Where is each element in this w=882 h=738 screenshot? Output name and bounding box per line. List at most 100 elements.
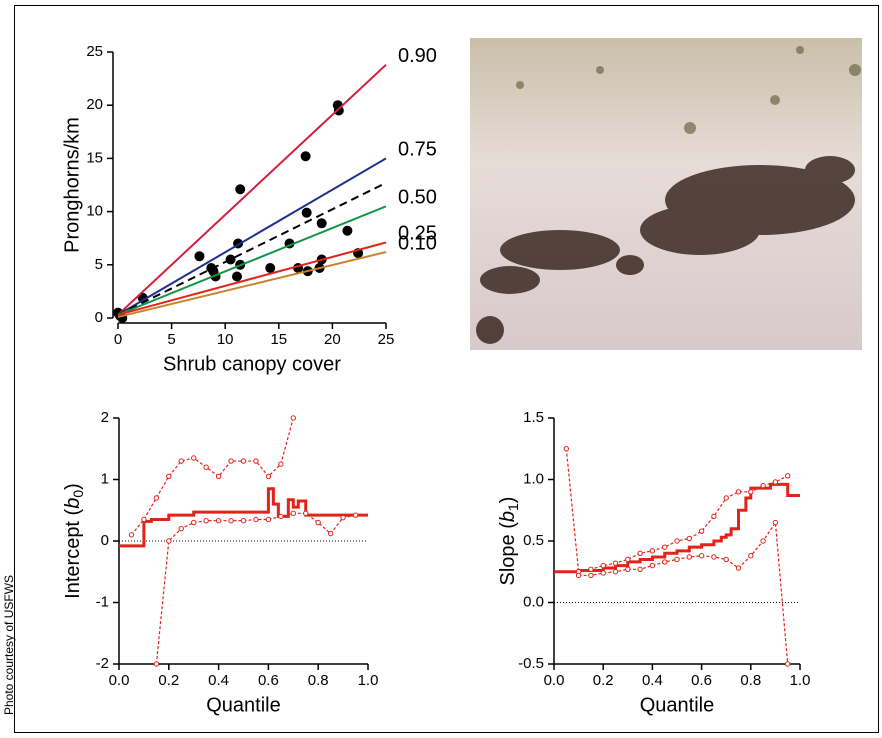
y-tick-label: 25 bbox=[86, 43, 103, 60]
marker bbox=[563, 446, 569, 452]
marker bbox=[637, 550, 643, 556]
x-tick-label: 0.2 bbox=[593, 672, 614, 689]
data-point bbox=[301, 207, 312, 218]
marker bbox=[748, 553, 754, 559]
marker bbox=[735, 489, 742, 495]
marker bbox=[711, 554, 717, 560]
line bbox=[117, 205, 387, 316]
data-point bbox=[225, 254, 236, 265]
y-tick-label: 0 bbox=[95, 309, 103, 326]
marker bbox=[575, 572, 582, 579]
marker bbox=[278, 461, 284, 467]
marker bbox=[711, 513, 717, 520]
marker bbox=[674, 556, 680, 563]
x-axis-label: Quantile bbox=[206, 694, 281, 716]
marker bbox=[662, 544, 668, 550]
marker bbox=[772, 479, 779, 485]
marker bbox=[265, 516, 272, 523]
marker bbox=[178, 458, 184, 464]
marker bbox=[290, 415, 296, 421]
step-line bbox=[554, 482, 800, 574]
x-tick-label: 0.0 bbox=[109, 672, 130, 689]
y-tick-label: 5 bbox=[95, 256, 103, 273]
marker bbox=[723, 556, 729, 563]
marker bbox=[340, 514, 346, 521]
data-point bbox=[342, 225, 353, 236]
y-axis-label: Pronghorns/km bbox=[61, 117, 83, 253]
y-tick-label: 0 bbox=[101, 532, 109, 549]
marker bbox=[785, 661, 791, 667]
y-axis-label-part: 1 bbox=[505, 503, 521, 511]
marker bbox=[588, 572, 594, 579]
data-point bbox=[333, 105, 344, 116]
marker bbox=[625, 566, 631, 572]
marker bbox=[203, 518, 209, 524]
marker bbox=[228, 518, 234, 524]
marker bbox=[612, 569, 619, 575]
line-label: 0.75 bbox=[398, 139, 437, 161]
marker bbox=[315, 519, 321, 526]
marker bbox=[153, 661, 160, 667]
marker bbox=[662, 559, 668, 565]
marker bbox=[178, 526, 184, 532]
x-tick-label: 0.8 bbox=[740, 672, 761, 689]
marker bbox=[600, 570, 606, 576]
y-axis-label-part: 0 bbox=[70, 490, 86, 498]
y-axis-label-part: Intercept ( bbox=[62, 508, 84, 598]
marker bbox=[240, 518, 247, 524]
marker bbox=[253, 458, 259, 464]
y-tick-label: 2 bbox=[101, 409, 109, 426]
marker bbox=[215, 473, 222, 480]
marker bbox=[166, 473, 172, 480]
x-tick-label: 15 bbox=[270, 331, 287, 348]
y-axis-label-part: ) bbox=[497, 497, 519, 504]
x-tick-label: 1.0 bbox=[358, 672, 379, 689]
marker bbox=[625, 556, 631, 563]
y-tick-label: -1 bbox=[96, 593, 109, 610]
marker bbox=[637, 566, 643, 572]
y-tick-label: 1.5 bbox=[523, 409, 544, 426]
data-point bbox=[265, 262, 276, 273]
marker bbox=[698, 553, 705, 559]
x-axis-label: Quantile bbox=[640, 694, 715, 716]
y-axis-label: Slope (b1) bbox=[497, 497, 520, 586]
line-label: 0.10 bbox=[398, 232, 437, 254]
data-point bbox=[316, 218, 327, 229]
data-point bbox=[235, 184, 246, 195]
marker bbox=[760, 538, 766, 544]
y-tick-label: 10 bbox=[86, 203, 103, 220]
y-axis-label-part: ) bbox=[62, 483, 84, 490]
x-tick-label: 0.4 bbox=[208, 672, 229, 689]
line bbox=[578, 520, 789, 665]
line-label: 0.90 bbox=[398, 45, 437, 67]
x-tick-label: 10 bbox=[217, 331, 234, 348]
x-tick-label: 1.0 bbox=[790, 672, 811, 689]
marker bbox=[128, 532, 135, 538]
y-axis-label-part: Slope ( bbox=[497, 522, 519, 586]
photo bbox=[470, 38, 862, 350]
y-tick-label: 0.5 bbox=[523, 532, 544, 549]
data-point bbox=[194, 251, 205, 262]
marker bbox=[191, 519, 197, 526]
x-tick-label: 0 bbox=[114, 331, 122, 348]
marker bbox=[215, 518, 222, 524]
marker bbox=[600, 562, 606, 569]
marker bbox=[686, 554, 692, 560]
marker bbox=[686, 535, 692, 542]
line bbox=[117, 241, 387, 316]
x-tick-label: 25 bbox=[378, 331, 395, 348]
marker bbox=[772, 519, 779, 526]
marker bbox=[303, 510, 309, 517]
y-tick-label: -0.5 bbox=[518, 655, 544, 672]
y-tick-label: 15 bbox=[86, 149, 103, 166]
y-tick-label: 0.0 bbox=[523, 593, 544, 610]
y-axis-label: Intercept (b0) bbox=[62, 483, 85, 599]
x-tick-label: 0.6 bbox=[691, 672, 712, 689]
y-tick-label: 1 bbox=[101, 470, 109, 487]
data-point bbox=[300, 151, 311, 162]
y-tick-label: 1.0 bbox=[523, 470, 544, 487]
x-tick-label: 0.4 bbox=[642, 672, 663, 689]
y-axis-label-part: b bbox=[62, 498, 84, 509]
